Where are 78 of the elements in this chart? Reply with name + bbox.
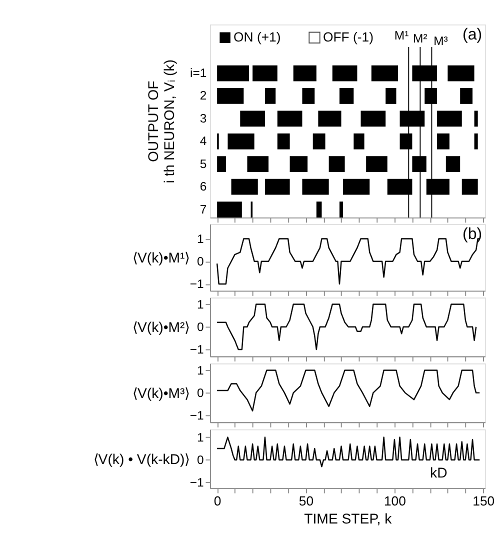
ref-line-label: M² bbox=[413, 31, 428, 46]
y-tick-label: 7 bbox=[200, 202, 207, 216]
bar bbox=[360, 110, 386, 127]
bar bbox=[318, 110, 342, 127]
bar bbox=[354, 133, 364, 150]
y-tick-label: 1 bbox=[197, 363, 204, 378]
bar bbox=[264, 88, 276, 104]
y-axis-title: OUTPUT OF i th NEURON, Vᵢ (k) bbox=[144, 60, 177, 184]
y-axis-title: ⟨V(k)•M²⟩ bbox=[132, 319, 190, 336]
bar bbox=[217, 65, 250, 82]
legend-label: ON (+1) bbox=[234, 29, 281, 44]
bar bbox=[302, 88, 315, 104]
bar bbox=[277, 133, 290, 150]
bar bbox=[332, 65, 358, 82]
bar bbox=[228, 133, 254, 150]
bar bbox=[437, 133, 450, 150]
bar bbox=[231, 178, 258, 195]
bar bbox=[343, 178, 370, 195]
bar bbox=[277, 110, 302, 127]
bar bbox=[290, 156, 308, 172]
y-tick-label: 6 bbox=[200, 180, 207, 194]
x-tick-label: 0 bbox=[214, 494, 222, 509]
bar bbox=[252, 65, 278, 82]
annotation: (b) bbox=[462, 226, 482, 244]
bar bbox=[474, 110, 478, 127]
bar bbox=[217, 88, 244, 104]
y-tick-label: 2 bbox=[200, 88, 207, 103]
bar bbox=[339, 88, 354, 104]
y-tick-label: 0 bbox=[197, 386, 204, 400]
bar bbox=[371, 65, 398, 82]
annotation: kD bbox=[430, 464, 448, 481]
bar bbox=[446, 156, 460, 172]
text: OFF (-1) bbox=[322, 29, 374, 44]
line-series bbox=[216, 436, 480, 468]
bar bbox=[247, 156, 269, 172]
y-tick-label: 1 bbox=[197, 298, 204, 312]
y-tick-label: 1 bbox=[197, 430, 204, 444]
ref-line-label: M³ bbox=[434, 34, 448, 48]
bar bbox=[217, 156, 226, 172]
y-tick-label: 4 bbox=[200, 134, 207, 148]
bar bbox=[312, 133, 326, 150]
bar bbox=[366, 156, 388, 172]
bar bbox=[316, 202, 322, 218]
bar bbox=[302, 178, 329, 195]
bar bbox=[217, 202, 242, 218]
y-tick-label: 1 bbox=[197, 232, 204, 246]
ref-line-label: M¹ bbox=[394, 28, 409, 43]
line-series bbox=[216, 304, 477, 350]
bar bbox=[293, 65, 316, 82]
x-tick-label: 50 bbox=[298, 494, 314, 509]
y-tick-label: 5 bbox=[200, 156, 207, 171]
bar bbox=[462, 178, 478, 195]
x-tick-label: 100 bbox=[384, 494, 406, 509]
bar bbox=[386, 88, 396, 104]
bar bbox=[339, 202, 344, 218]
bar bbox=[460, 88, 473, 104]
bar bbox=[328, 156, 345, 172]
y-tick-label: −1 bbox=[190, 408, 204, 423]
y-axis-title: ⟨V(k) • V(k-kD)⟩ bbox=[93, 450, 190, 467]
bar bbox=[264, 178, 290, 195]
text: (a) bbox=[462, 26, 482, 44]
line-series bbox=[216, 370, 480, 412]
bar bbox=[437, 110, 462, 127]
y-tick-label: 0 bbox=[197, 320, 204, 334]
y-tick-label: −1 bbox=[190, 277, 204, 292]
x-axis-title: TIME STEP, k bbox=[304, 510, 393, 526]
y-tick-label: −1 bbox=[190, 342, 204, 357]
bar bbox=[474, 133, 478, 150]
y-axis-title: ⟨V(k)•M³⟩ bbox=[132, 384, 190, 401]
bar bbox=[448, 65, 474, 82]
y-tick-label: −1 bbox=[190, 476, 204, 490]
y-tick-label: i=1 bbox=[190, 66, 207, 80]
y-tick-label: 0 bbox=[197, 453, 204, 468]
bar bbox=[240, 110, 265, 127]
x-tick-label: 150 bbox=[472, 494, 495, 509]
y-axis-title: ⟨V(k)•M¹⟩ bbox=[132, 250, 190, 266]
y-tick-label: 3 bbox=[200, 111, 207, 126]
y-tick-label: 0 bbox=[197, 254, 204, 269]
